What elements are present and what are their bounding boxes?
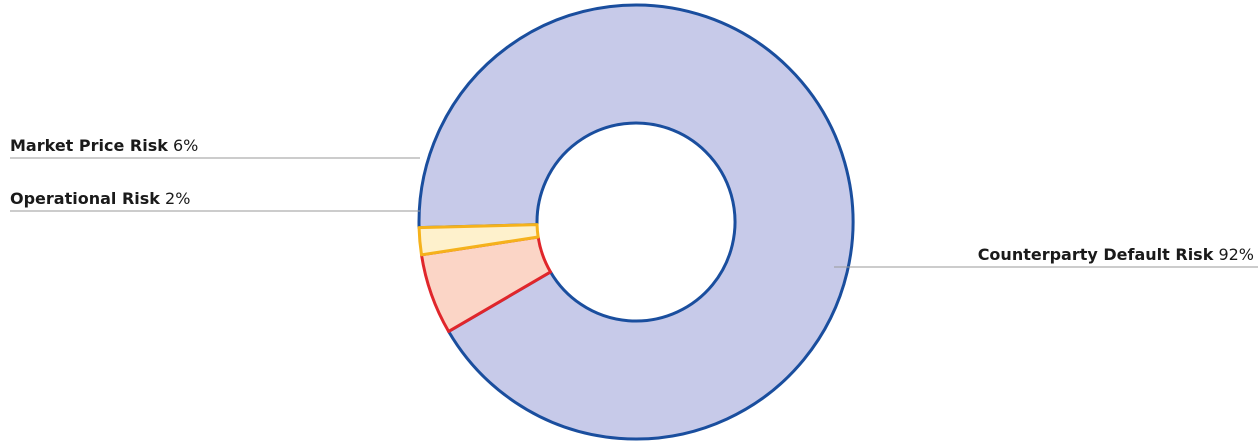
label-counterparty-default-risk-name: Counterparty Default Risk [978,245,1214,264]
label-operational-risk-value: 2% [165,189,190,208]
label-operational-risk: Operational Risk 2% [10,189,190,208]
label-counterparty-default-risk: Counterparty Default Risk 92% [978,245,1254,264]
donut-slices [417,3,855,441]
slice-operational-risk [417,223,540,257]
label-market-price-risk-value: 6% [173,136,198,155]
label-market-price-risk: Market Price Risk 6% [10,136,198,155]
label-market-price-risk-name: Market Price Risk [10,136,168,155]
label-counterparty-default-risk-value: 92% [1218,245,1254,264]
leader-lines [10,157,1258,268]
slice-counterparty-default-risk [417,3,855,441]
label-operational-risk-name: Operational Risk [10,189,160,208]
